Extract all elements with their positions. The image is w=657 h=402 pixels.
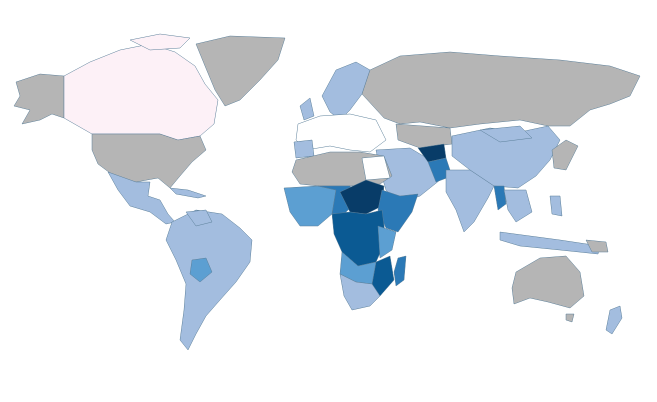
new-zealand bbox=[605, 305, 623, 335]
papua bbox=[585, 239, 609, 253]
iberia bbox=[293, 139, 315, 159]
southern-africa bbox=[339, 273, 381, 311]
mongolia bbox=[479, 125, 533, 143]
alaska bbox=[13, 73, 65, 125]
philippines bbox=[549, 195, 563, 217]
mexico-central-america bbox=[107, 171, 176, 225]
south-america bbox=[165, 209, 253, 351]
caribbean bbox=[169, 187, 207, 199]
west-africa bbox=[283, 185, 337, 227]
myanmar bbox=[493, 185, 507, 211]
canada bbox=[63, 43, 219, 141]
canada-islands bbox=[129, 33, 191, 51]
japan-korea bbox=[551, 139, 579, 171]
india bbox=[445, 169, 495, 233]
greenland bbox=[195, 35, 286, 107]
australia bbox=[511, 255, 585, 309]
tasmania bbox=[565, 313, 575, 323]
southeast-asia bbox=[503, 189, 533, 223]
uk bbox=[299, 97, 315, 121]
indonesia bbox=[499, 231, 601, 255]
east-africa bbox=[377, 225, 397, 259]
venezuela bbox=[185, 209, 213, 227]
egypt bbox=[361, 155, 391, 181]
russia bbox=[361, 51, 641, 129]
bolivia bbox=[189, 257, 213, 283]
madagascar bbox=[393, 255, 407, 287]
usa bbox=[91, 133, 207, 189]
central-africa bbox=[331, 209, 387, 267]
